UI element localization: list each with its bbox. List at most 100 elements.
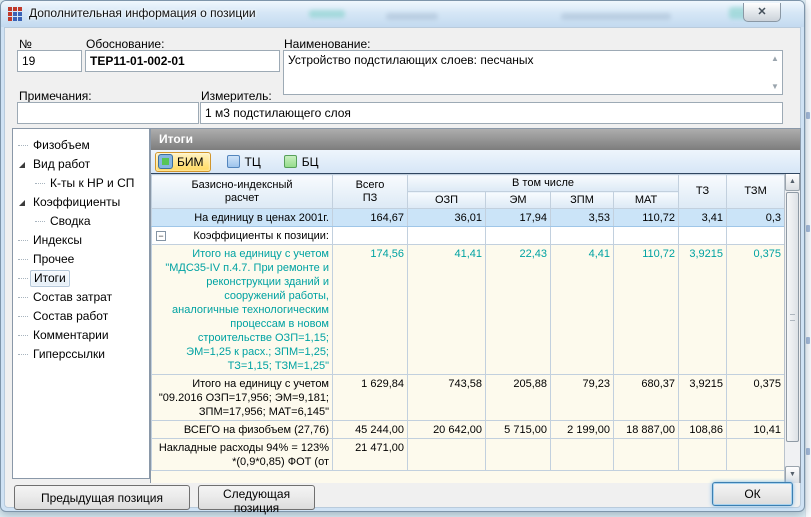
background-app-strip — [805, 0, 811, 517]
cell-value: 3,53 — [550, 208, 614, 227]
row-label: Накладные расходы 94% = 123% *(0,9*0,85)… — [158, 442, 329, 468]
tree-item-1[interactable]: Вид работ — [13, 155, 149, 174]
close-icon: ✕ — [757, 6, 767, 18]
cell-value: 205,88 — [485, 374, 551, 421]
next-position-button[interactable]: Следующая позиция — [198, 485, 315, 515]
cell-value: 18 887,00 — [612, 420, 680, 439]
bc-swatch-icon — [283, 155, 297, 168]
tab-tc-label: ТЦ — [244, 154, 261, 169]
tree-item-8[interactable]: Состав затрат — [13, 288, 149, 307]
num-input[interactable] — [17, 50, 82, 72]
tab-strip: БИМ ТЦ БЦ — [151, 150, 800, 174]
vertical-scrollbar[interactable]: ▲ ▼ — [784, 174, 800, 483]
unit-label: Измеритель: — [201, 89, 272, 103]
row-label: Коэффициенты к позиции: — [193, 230, 329, 242]
tree-item-9[interactable]: Состав работ — [13, 307, 149, 326]
header-em: ЭМ — [485, 191, 551, 209]
tab-bc[interactable]: БЦ — [280, 152, 326, 172]
tree-item-3[interactable]: Коэффициенты — [13, 193, 149, 212]
notes-input[interactable] — [17, 102, 199, 124]
tree-item-2[interactable]: К-ты к НР и СП — [13, 174, 149, 193]
cell-value: 3,9215 — [678, 374, 728, 421]
tab-tc[interactable]: ТЦ — [223, 152, 268, 172]
cell-value: 4,41 — [550, 244, 614, 375]
tree-connector-icon — [35, 174, 47, 193]
tree-item-7[interactable]: Итоги — [13, 269, 149, 288]
tab-bim[interactable]: БИМ — [155, 151, 211, 172]
title-bar[interactable]: Дополнительная информация о позиции ✕ — [1, 1, 804, 27]
justification-input[interactable] — [85, 50, 280, 72]
table-row[interactable]: ВСЕГО на физобъем (27,76) 45 244,00 20 642… — [151, 420, 786, 439]
cell-value: 41,41 — [407, 244, 486, 375]
tree-item-label: Комментарии — [33, 328, 109, 342]
cell-value: 22,43 — [485, 244, 551, 375]
scroll-thumb[interactable] — [786, 192, 799, 442]
name-textarea[interactable]: Устройство подстилающих слоев: песчаных — [283, 50, 783, 95]
row-label: ВСЕГО на физобъем (27,76) — [183, 424, 329, 436]
tc-swatch-icon — [226, 155, 240, 168]
tree-item-label: Коэффициенты — [33, 195, 121, 209]
table-row[interactable]: Накладные расходы 94% = 123% *(0,9*0,85)… — [151, 438, 786, 471]
tree-item-label: Состав работ — [33, 309, 109, 323]
expanded-triangle-icon[interactable] — [18, 193, 30, 212]
tree-item-11[interactable]: Гиперссылки — [13, 345, 149, 364]
bim-swatch-icon — [159, 155, 172, 168]
scroll-up-icon[interactable]: ▲ — [771, 54, 779, 63]
cell-value: 79,23 — [550, 374, 614, 421]
tree-item-0[interactable]: Физобъем — [13, 136, 149, 155]
table-row[interactable]: Итого на единицу с учетом "09.2016 ОЗП=1… — [151, 374, 786, 421]
cell-value: 3,9215 — [678, 244, 728, 375]
scroll-down-button[interactable]: ▼ — [785, 466, 800, 483]
tree-item-label: Прочее — [33, 252, 75, 266]
glass-reflection — [386, 13, 438, 20]
header-zpm: ЗПМ — [550, 191, 614, 209]
name-label: Наименование: — [284, 37, 371, 51]
tree-connector-icon — [18, 136, 30, 155]
num-label: № — [19, 37, 32, 51]
header-calc: Базисно-индексный расчет — [151, 174, 333, 209]
collapse-icon[interactable]: − — [156, 231, 166, 241]
table-row[interactable]: На единицу в ценах 2001г. 164,67 36,01 17,9… — [151, 208, 786, 227]
cell-value: 164,67 — [332, 208, 408, 227]
tree-item-label: Физобъем — [33, 138, 90, 152]
tree-item-label: Гиперссылки — [33, 347, 105, 361]
tree-item-5[interactable]: Индексы — [13, 231, 149, 250]
dialog-body: № Обоснование: Наименование: Устройство … — [4, 27, 801, 515]
cell-value: 20 642,00 — [407, 420, 486, 439]
cell-value — [407, 438, 486, 471]
cell-value: 45 244,00 — [332, 420, 408, 439]
row-label: Итого на единицу с учетом "09.2016 ОЗП=1… — [158, 378, 329, 418]
tree-item-label: Сводка — [50, 214, 91, 228]
table-row[interactable]: Итого на единицу с учетом "МДС35-IV п.4.… — [151, 244, 786, 375]
cell-value: 21 471,00 — [332, 438, 408, 471]
previous-position-button[interactable]: Предыдущая позиция — [14, 485, 190, 510]
table-row[interactable]: − Коэффициенты к позиции: — [151, 226, 786, 245]
close-button[interactable]: ✕ — [743, 3, 781, 22]
ok-button[interactable]: ОК — [712, 482, 793, 506]
row-label: На единицу в ценах 2001г. — [194, 212, 329, 224]
cell-value: 10,41 — [726, 420, 786, 439]
tree-item-label: Вид работ — [33, 157, 91, 171]
tree-item-10[interactable]: Комментарии — [13, 326, 149, 345]
cell-value: 174,56 — [332, 244, 408, 375]
scroll-up-button[interactable]: ▲ — [785, 174, 800, 191]
header-ozp: ОЗП — [407, 191, 486, 209]
tree-item-label: Состав затрат — [33, 290, 113, 304]
tree-item-4[interactable]: Сводка — [13, 212, 149, 231]
tree-item-label: К-ты к НР и СП — [50, 176, 135, 190]
scroll-down-icon[interactable]: ▼ — [771, 82, 779, 91]
cell-value: 110,72 — [612, 208, 680, 227]
tree-connector-icon — [18, 326, 30, 345]
tree-item-label: Итоги — [30, 270, 70, 287]
cell-value — [332, 226, 408, 245]
header-group: В том числе — [406, 174, 680, 192]
cell-value — [550, 226, 614, 245]
expanded-triangle-icon[interactable] — [18, 155, 30, 174]
cell-value: 108,86 — [678, 420, 728, 439]
cell-value — [678, 226, 728, 245]
unit-input[interactable] — [200, 102, 783, 124]
tree-item-6[interactable]: Прочее — [13, 250, 149, 269]
glass-reflection — [309, 10, 345, 18]
